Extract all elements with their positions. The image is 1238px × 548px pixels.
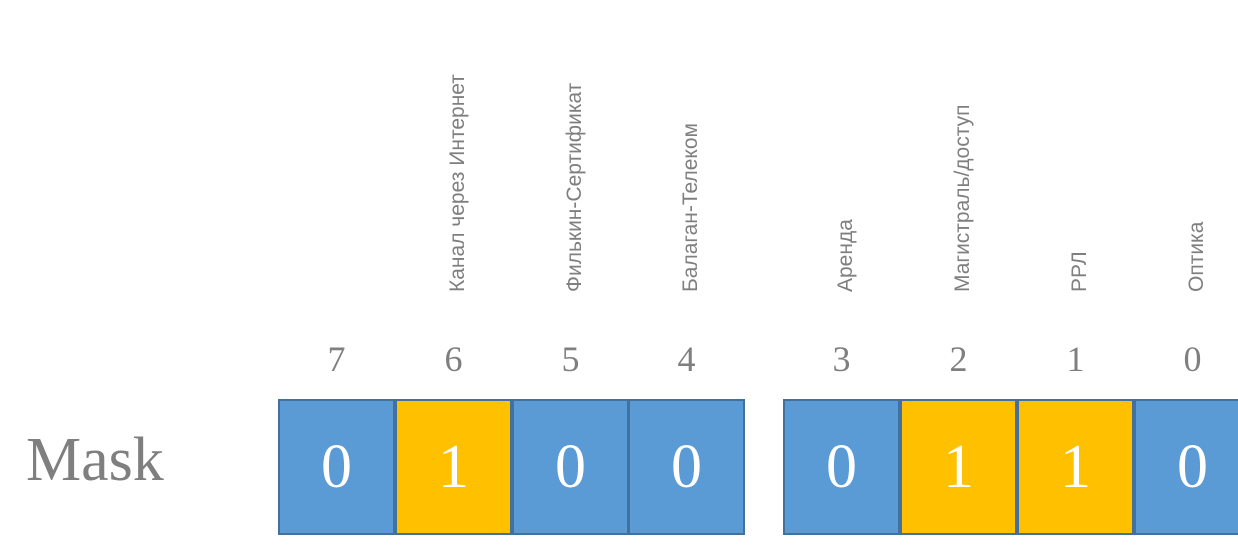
bit-cell: 1 xyxy=(900,399,1017,535)
bit-cell: 0 xyxy=(512,399,629,535)
bit-label-text: Аренда xyxy=(834,219,857,292)
bit-index: 0 xyxy=(1183,339,1202,379)
bit-cell: 1 xyxy=(1017,399,1134,535)
bit-index: 1 xyxy=(1066,339,1085,379)
bit-index: 3 xyxy=(832,339,851,379)
bit-index: 4 xyxy=(677,339,696,379)
bit-index: 5 xyxy=(561,339,580,379)
bit-label-text: Филькин-Сертификат xyxy=(563,82,586,292)
bit-index: 7 xyxy=(327,339,346,379)
bit-index: 2 xyxy=(949,339,968,379)
mask-label: Mask xyxy=(26,426,164,494)
bit-label-text: Магистраль/доступ xyxy=(951,104,974,292)
bit-cell: 0 xyxy=(628,399,745,535)
bit-label-text: Оптика xyxy=(1185,221,1208,292)
bit-index: 6 xyxy=(444,339,463,379)
bit-label-text: Балаган-Телеком xyxy=(679,123,702,292)
bit-cell: 0 xyxy=(1134,399,1238,535)
bit-cell: 0 xyxy=(278,399,395,535)
bit-cell: 1 xyxy=(395,399,512,535)
bit-label-text: Канал через Интернет xyxy=(446,74,469,292)
bit-label-text: РРЛ xyxy=(1068,251,1091,292)
bit-cell: 0 xyxy=(783,399,900,535)
